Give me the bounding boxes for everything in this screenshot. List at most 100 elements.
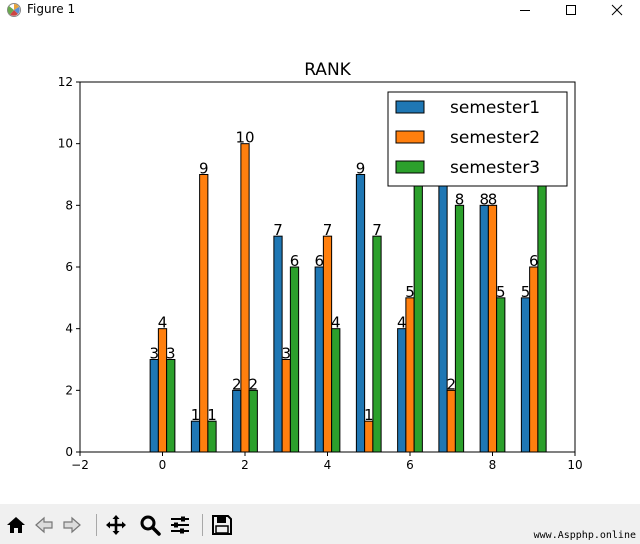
x-tick-label: 6 [406, 458, 414, 472]
bar-semester1-4 [314, 266, 324, 453]
legend-label-semester3: semester3 [450, 158, 540, 178]
data-label-semester2-8: 8 [488, 190, 498, 208]
navigation-toolbar [0, 504, 640, 544]
legend-swatch-semester2 [395, 130, 425, 144]
x-tick-label: 8 [489, 458, 497, 472]
data-label-semester2-5: 1 [364, 406, 374, 424]
subplots-button[interactable] [168, 512, 192, 538]
data-label-semester3-4: 4 [331, 314, 341, 332]
chart-title: RANK [304, 60, 351, 80]
data-label-semester2-1: 9 [199, 160, 209, 178]
data-label-semester2-2: 10 [235, 129, 254, 147]
x-tick-label: 10 [567, 458, 582, 472]
legend-swatch-semester3 [395, 160, 425, 174]
bar-semester3-0 [166, 359, 176, 453]
zoom-icon [140, 515, 161, 536]
data-label-semester1-4: 6 [314, 252, 324, 270]
data-label-semester3-8: 5 [496, 283, 506, 301]
matplotlib-app-icon [7, 3, 21, 17]
legend-swatch-semester1 [395, 100, 425, 114]
back-arrow-icon [35, 516, 53, 534]
maximize-button[interactable] [548, 0, 594, 20]
y-tick-label: 2 [65, 383, 73, 397]
data-label-semester2-4: 7 [323, 221, 333, 239]
bar-semester1-0 [149, 359, 159, 453]
data-label-semester1-2: 2 [232, 375, 242, 393]
watermark-text: www.Aspphp.online [533, 530, 636, 541]
data-label-semester2-3: 3 [281, 345, 291, 363]
bar-semester2-5 [364, 420, 374, 453]
bar-semester1-8 [479, 204, 489, 453]
bar-semester1-2 [232, 389, 242, 453]
x-tick-label: 0 [159, 458, 167, 472]
close-icon [611, 4, 623, 16]
data-label-semester2-7: 2 [446, 375, 456, 393]
bar-semester2-9 [529, 266, 539, 453]
minimize-icon [520, 10, 530, 11]
toolbar-separator [96, 514, 97, 536]
legend-label-semester2: semester2 [450, 128, 540, 148]
bar-semester1-7 [438, 143, 448, 453]
y-tick-label: 8 [65, 198, 73, 212]
bar-semester1-5 [355, 174, 366, 453]
x-tick-label: −2 [71, 458, 89, 472]
bar-semester1-6 [397, 328, 407, 453]
back-button[interactable] [32, 512, 56, 538]
close-button[interactable] [594, 0, 640, 20]
data-label-semester3-1: 1 [207, 406, 217, 424]
data-label-semester2-0: 4 [158, 314, 168, 332]
bar-semester1-1 [190, 420, 201, 453]
bar-semester2-8 [487, 204, 498, 453]
data-label-semester3-7: 8 [455, 190, 465, 208]
data-label-semester2-6: 5 [405, 283, 415, 301]
data-label-semester1-0: 3 [149, 345, 159, 363]
save-icon [212, 515, 232, 535]
data-label-semester1-1: 1 [191, 406, 201, 424]
data-label-semester3-5: 7 [372, 221, 382, 239]
bar-semester2-2 [240, 143, 250, 453]
maximize-icon [566, 5, 576, 15]
data-label-semester3-2: 2 [248, 375, 258, 393]
bar-semester3-6 [413, 174, 423, 453]
bar-semester3-2 [248, 389, 258, 453]
home-button[interactable] [4, 512, 28, 538]
window-titlebar: Figure 1 [0, 0, 640, 20]
forward-button[interactable] [60, 512, 84, 538]
window-title: Figure 1 [27, 2, 76, 16]
bar-semester2-6 [405, 297, 415, 453]
minimize-button[interactable] [502, 0, 548, 20]
home-icon [7, 517, 25, 533]
bar-semester3-4 [331, 328, 341, 453]
bar-semester2-3 [281, 359, 291, 453]
pan-icon [106, 515, 126, 535]
data-label-semester1-6: 4 [397, 314, 407, 332]
forward-arrow-icon [63, 516, 81, 534]
data-label-semester1-5: 9 [356, 160, 366, 178]
bar-semester2-4 [322, 235, 333, 453]
y-tick-label: 10 [58, 137, 73, 151]
subplots-icon [171, 516, 189, 534]
data-label-semester3-0: 3 [166, 345, 176, 363]
legend-label-semester1: semester1 [450, 98, 540, 118]
pan-button[interactable] [104, 512, 128, 538]
bar-semester3-1 [207, 420, 217, 453]
bar-semester3-7 [454, 204, 465, 453]
bar-semester1-9 [520, 297, 531, 453]
bar-semester3-3 [289, 266, 300, 453]
data-label-semester1-3: 7 [273, 221, 283, 239]
x-tick-label: 2 [241, 458, 249, 472]
figure-canvas[interactable]: 312769410854910371528631264798510−202468… [0, 20, 640, 504]
data-label-semester1-8: 8 [479, 190, 489, 208]
toolbar-separator [202, 514, 203, 536]
bar-semester2-7 [446, 389, 456, 453]
data-label-semester1-9: 5 [521, 283, 531, 301]
bar-chart: 312769410854910371528631264798510−202468… [58, 60, 583, 472]
y-tick-label: 6 [65, 260, 73, 274]
x-tick-label: 4 [324, 458, 332, 472]
data-label-semester3-3: 6 [290, 252, 300, 270]
y-tick-label: 4 [65, 322, 73, 336]
bar-semester3-5 [372, 235, 382, 453]
y-tick-label: 0 [65, 445, 73, 459]
zoom-button[interactable] [138, 512, 162, 538]
save-button[interactable] [210, 512, 234, 538]
